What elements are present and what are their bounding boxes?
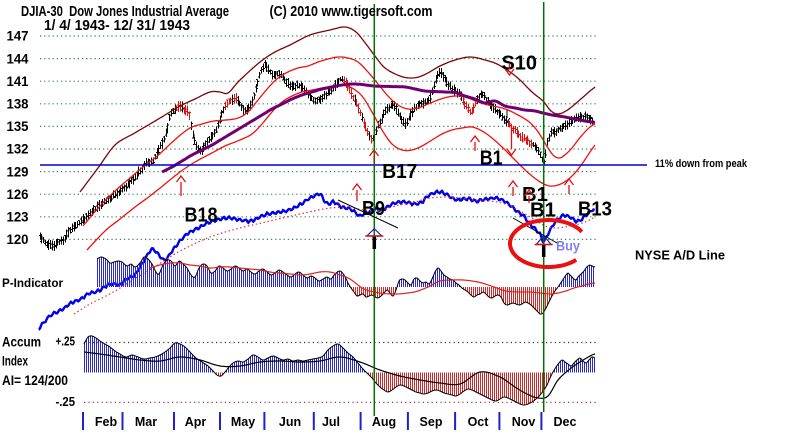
svg-text:147: 147	[7, 29, 29, 44]
svg-text:May: May	[231, 415, 255, 429]
svg-text:Jul: Jul	[322, 415, 340, 429]
svg-text:126: 126	[7, 187, 29, 202]
svg-text:1/ 4/ 1943- 12/ 31/ 1943: 1/ 4/ 1943- 12/ 31/ 1943	[44, 18, 190, 34]
svg-text:S10: S10	[502, 53, 538, 75]
svg-text:Aug: Aug	[372, 415, 396, 429]
svg-text:B9: B9	[362, 198, 385, 220]
svg-text:B13: B13	[578, 199, 612, 221]
svg-text:P-Indicator: P-Indicator	[2, 277, 63, 290]
svg-text:Index: Index	[2, 353, 28, 369]
svg-text:11% down from peak: 11% down from peak	[655, 158, 747, 170]
svg-text:135: 135	[7, 119, 29, 134]
svg-text:Sep: Sep	[420, 415, 443, 429]
svg-text:-.25: -.25	[56, 394, 76, 409]
svg-text:141: 141	[7, 74, 29, 89]
svg-text:138: 138	[7, 97, 29, 112]
svg-text:NYSE A/D Line: NYSE A/D Line	[635, 249, 725, 263]
svg-text:Jun: Jun	[279, 415, 301, 429]
svg-text:Oct: Oct	[468, 415, 490, 429]
svg-text:120: 120	[7, 232, 29, 247]
svg-text:123: 123	[7, 210, 29, 225]
svg-text:DJIA-30 Dow Jones Industrial: DJIA-30 Dow Jones Industrial Average	[21, 4, 229, 20]
svg-text:(C) 2010 www.tigersoft.com: (C) 2010 www.tigersoft.com	[270, 4, 433, 20]
svg-text:AI= 124/200: AI= 124/200	[2, 372, 68, 388]
svg-text:Buy: Buy	[556, 239, 580, 254]
svg-text:Mar: Mar	[135, 415, 157, 429]
svg-text:Dec: Dec	[554, 415, 577, 429]
svg-text:Nov: Nov	[512, 415, 536, 429]
svg-text:132: 132	[7, 142, 29, 157]
svg-text:Feb: Feb	[95, 415, 118, 429]
svg-text:B1: B1	[530, 200, 556, 222]
svg-text:144: 144	[7, 51, 29, 66]
svg-text:129: 129	[7, 164, 29, 179]
svg-text:B1: B1	[480, 148, 503, 170]
svg-text:B17: B17	[382, 161, 417, 183]
svg-text:B18: B18	[185, 205, 218, 227]
svg-text:+.25: +.25	[56, 334, 76, 349]
svg-text:Accum: Accum	[2, 334, 41, 350]
svg-text:Apr: Apr	[185, 415, 207, 429]
